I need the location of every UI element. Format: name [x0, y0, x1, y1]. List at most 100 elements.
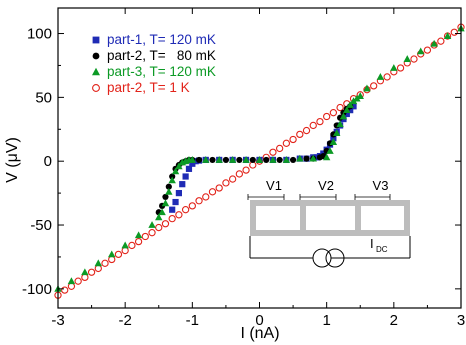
data-point [192, 158, 199, 165]
data-point [195, 156, 203, 164]
data-point [263, 156, 270, 164]
data-point [443, 32, 452, 39]
data-point [168, 176, 176, 184]
data-point [376, 73, 385, 80]
y-tick-label: 100 [27, 26, 52, 43]
data-point [269, 156, 277, 163]
legend-label: part-2, T= 1 K [107, 80, 190, 95]
data-point [121, 241, 129, 249]
data-point [356, 92, 364, 99]
legend-marker [92, 67, 100, 76]
data-point [329, 138, 338, 145]
sample-lead [250, 200, 256, 236]
data-point [162, 193, 169, 201]
x-tick-label: -2 [118, 312, 131, 329]
data-point [323, 112, 331, 121]
legend-label: part-2, T= 80 mK [107, 48, 216, 63]
legend-item: part-1, T= 120 mK [92, 32, 216, 47]
data-point [155, 213, 163, 221]
data-point [148, 221, 156, 228]
data-point [296, 130, 304, 139]
data-point [215, 184, 223, 192]
data-point [188, 202, 196, 210]
data-point [302, 126, 311, 135]
data-point [134, 231, 143, 239]
legend-marker [92, 36, 100, 44]
data-point [182, 173, 189, 180]
voltage-label: V3 [373, 178, 389, 193]
data-point [309, 121, 317, 130]
x-tick-label: 3 [457, 312, 465, 329]
data-point [215, 156, 223, 163]
ticks: -3 -2 -1 0 1 2 3 -100 -50 0 50 100 [22, 8, 465, 329]
data-point [329, 109, 338, 117]
data-point [396, 64, 405, 72]
data-point [269, 148, 277, 156]
x-axis-title: I (nA) [240, 325, 279, 342]
data-point [172, 198, 179, 206]
data-point [282, 139, 291, 147]
legend-label: part-3, T= 120 mK [107, 64, 216, 79]
voltage-label: V1 [266, 178, 282, 193]
data-point [175, 211, 183, 219]
data-point [316, 117, 324, 126]
data-point [350, 103, 357, 110]
x-tick-label: 1 [322, 312, 330, 329]
voltage-probe-1: V1 [247, 178, 285, 200]
data-point [181, 206, 190, 214]
voltage-probe-2: V2 [299, 178, 337, 200]
data-point [346, 101, 354, 108]
data-point [370, 82, 378, 90]
data-point [228, 156, 237, 163]
y-tick-label: -100 [22, 281, 52, 298]
data-point [148, 229, 156, 237]
data-point [81, 273, 89, 282]
current-source: I DC [249, 236, 411, 268]
sample-lead [300, 200, 306, 236]
legend-marker [92, 84, 100, 92]
data-point [165, 187, 173, 195]
voltage-label: V2 [318, 178, 334, 193]
x-tick-label: -1 [186, 312, 199, 329]
data-point [282, 156, 291, 163]
data-point [128, 241, 136, 250]
data-point [202, 193, 210, 201]
x-tick-label: -3 [51, 312, 64, 329]
voltage-probe-3: V3 [354, 178, 391, 200]
data-point [275, 144, 284, 153]
data-point [322, 153, 331, 161]
data-point [108, 250, 116, 258]
data-point [222, 179, 230, 187]
current-subscript: DC [376, 245, 388, 254]
data-point [208, 188, 217, 196]
data-point [242, 156, 250, 163]
data-point [81, 268, 89, 276]
data-point [336, 120, 344, 128]
data-point [168, 214, 176, 223]
data-point [326, 147, 334, 154]
data-point [403, 55, 411, 62]
data-point [363, 84, 371, 92]
data-point [114, 250, 123, 259]
data-point [296, 154, 304, 162]
data-point [94, 259, 102, 267]
data-point [185, 165, 193, 172]
sample-bar [250, 200, 410, 206]
plot-area [54, 23, 465, 299]
data-point [242, 166, 250, 174]
data-point [87, 268, 96, 276]
data-point [249, 156, 256, 164]
data-point [195, 197, 203, 205]
data-point [161, 220, 170, 228]
data-point [155, 223, 163, 232]
current-label: I [370, 236, 374, 251]
data-point [165, 183, 172, 190]
circuit-inset: V1 V2 V3 I DC [247, 178, 411, 268]
data-point [209, 156, 216, 164]
data-point [121, 246, 129, 255]
data-point [343, 106, 351, 114]
data-point [141, 232, 149, 241]
data-point [423, 46, 432, 54]
data-point [67, 282, 76, 290]
